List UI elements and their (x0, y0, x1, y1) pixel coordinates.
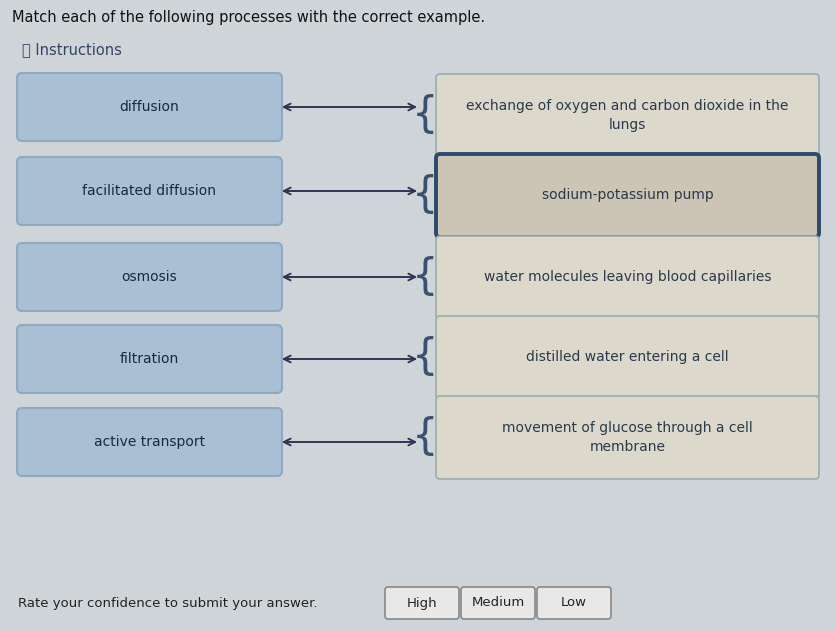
Text: ⓘ Instructions: ⓘ Instructions (22, 42, 122, 57)
FancyBboxPatch shape (436, 396, 819, 479)
FancyBboxPatch shape (436, 154, 819, 237)
FancyBboxPatch shape (385, 587, 459, 619)
Text: {: { (411, 175, 438, 216)
Text: Match each of the following processes with the correct example.: Match each of the following processes wi… (12, 10, 485, 25)
Text: diffusion: diffusion (120, 100, 180, 114)
Text: facilitated diffusion: facilitated diffusion (83, 184, 217, 198)
Text: Rate your confidence to submit your answer.: Rate your confidence to submit your answ… (18, 596, 318, 610)
FancyBboxPatch shape (17, 157, 282, 225)
Text: exchange of oxygen and carbon dioxide in the
lungs: exchange of oxygen and carbon dioxide in… (466, 99, 788, 132)
Text: sodium-potassium pump: sodium-potassium pump (542, 189, 713, 203)
FancyBboxPatch shape (17, 325, 282, 393)
Text: distilled water entering a cell: distilled water entering a cell (526, 350, 729, 365)
FancyBboxPatch shape (436, 236, 819, 319)
Text: movement of glucose through a cell
membrane: movement of glucose through a cell membr… (502, 422, 753, 454)
Text: active transport: active transport (94, 435, 205, 449)
Text: Low: Low (561, 596, 587, 610)
FancyBboxPatch shape (461, 587, 535, 619)
FancyBboxPatch shape (436, 316, 819, 399)
FancyBboxPatch shape (537, 587, 611, 619)
FancyBboxPatch shape (17, 408, 282, 476)
Text: Medium: Medium (472, 596, 525, 610)
FancyBboxPatch shape (17, 243, 282, 311)
Text: {: { (411, 336, 438, 379)
FancyBboxPatch shape (17, 73, 282, 141)
Text: osmosis: osmosis (121, 270, 177, 284)
Text: water molecules leaving blood capillaries: water molecules leaving blood capillarie… (484, 271, 772, 285)
FancyBboxPatch shape (436, 74, 819, 157)
Text: {: { (411, 95, 438, 136)
Text: High: High (406, 596, 437, 610)
Text: {: { (411, 256, 438, 298)
Text: {: { (411, 416, 438, 459)
Text: filtration: filtration (120, 352, 179, 366)
